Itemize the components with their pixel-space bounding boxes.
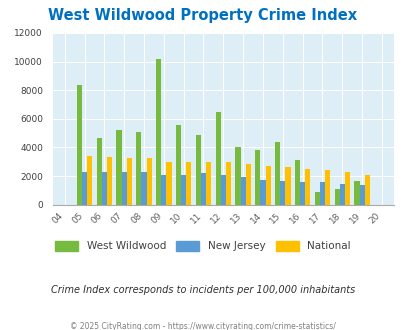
Text: Crime Index corresponds to incidents per 100,000 inhabitants: Crime Index corresponds to incidents per… — [51, 285, 354, 295]
Bar — [274, 143, 279, 205]
Bar — [181, 175, 186, 205]
Bar — [265, 166, 270, 205]
Bar — [354, 181, 359, 205]
Bar — [339, 184, 344, 205]
Bar — [240, 177, 245, 205]
Bar — [359, 185, 364, 205]
Bar — [121, 172, 126, 205]
Bar — [255, 150, 260, 205]
Bar — [156, 59, 161, 205]
Bar — [200, 173, 206, 205]
Bar — [235, 148, 240, 205]
Bar — [87, 156, 92, 205]
Bar — [126, 158, 132, 205]
Bar — [324, 170, 329, 205]
Bar — [299, 182, 305, 205]
Bar — [260, 180, 265, 205]
Text: © 2025 CityRating.com - https://www.cityrating.com/crime-statistics/: © 2025 CityRating.com - https://www.city… — [70, 322, 335, 330]
Bar — [206, 162, 211, 205]
Bar — [146, 158, 151, 205]
Bar — [82, 172, 87, 205]
Bar — [107, 157, 112, 205]
Bar — [116, 130, 121, 205]
Bar — [161, 175, 166, 205]
Bar — [285, 167, 290, 205]
Bar — [220, 175, 225, 205]
Bar — [215, 112, 220, 205]
Bar — [334, 189, 339, 205]
Bar — [186, 162, 191, 205]
Bar — [166, 162, 171, 205]
Bar — [225, 162, 230, 205]
Bar — [77, 85, 82, 205]
Legend: West Wildwood, New Jersey, National: West Wildwood, New Jersey, National — [51, 237, 354, 255]
Bar — [175, 125, 181, 205]
Bar — [319, 182, 324, 205]
Bar — [314, 192, 319, 205]
Bar — [136, 132, 141, 205]
Bar — [141, 172, 146, 205]
Bar — [96, 138, 102, 205]
Bar — [294, 160, 299, 205]
Text: West Wildwood Property Crime Index: West Wildwood Property Crime Index — [48, 8, 357, 23]
Bar — [195, 135, 200, 205]
Bar — [279, 181, 285, 205]
Bar — [364, 175, 369, 205]
Bar — [245, 164, 250, 205]
Bar — [305, 169, 309, 205]
Bar — [344, 172, 349, 205]
Bar — [102, 172, 107, 205]
